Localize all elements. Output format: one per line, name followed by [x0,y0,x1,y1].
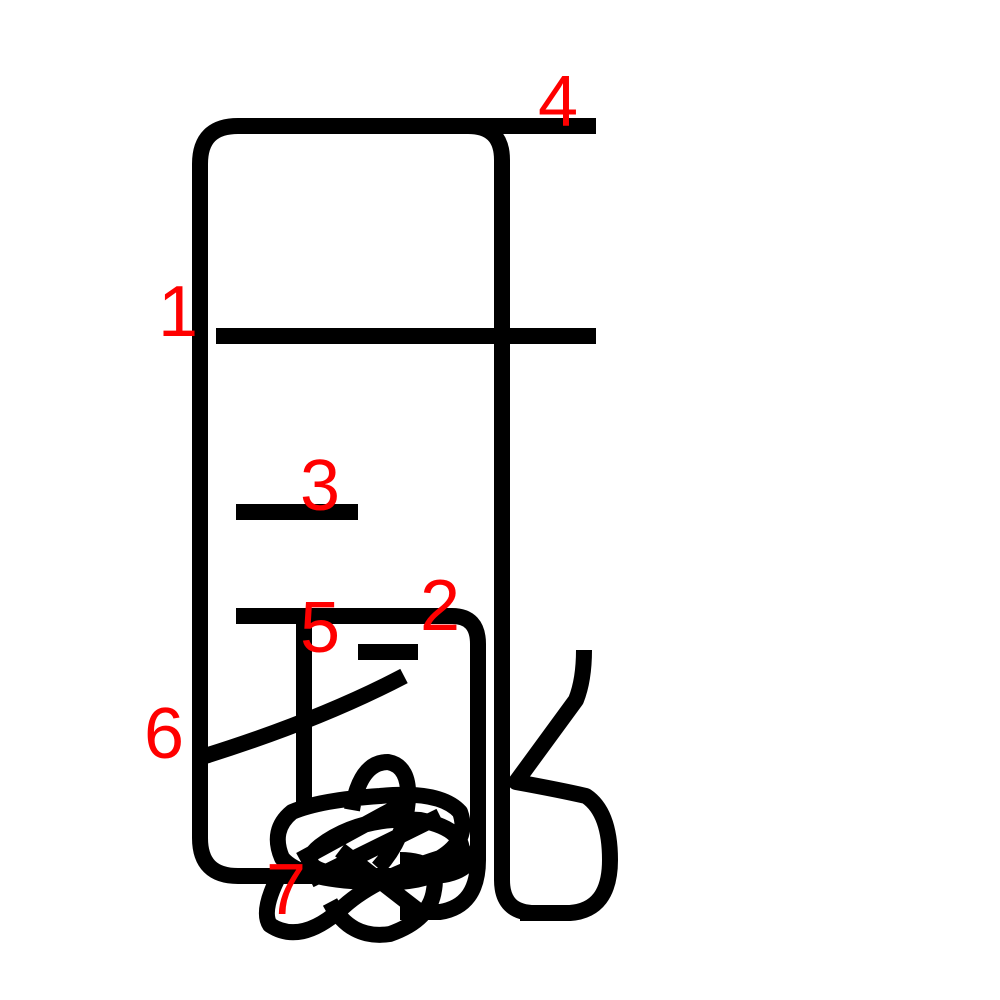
stroke-6-number: 6 [144,694,184,774]
stroke-7-number: 7 [266,850,306,930]
stroke-7-path [259,754,471,943]
stroke-1-number: 1 [158,272,198,352]
stroke-5-number: 5 [300,588,340,668]
stroke-6-path [202,668,408,764]
stroke-4-number: 4 [538,62,578,142]
stroke-2-number: 2 [420,566,460,646]
stroke-2-path [236,608,486,920]
right-hook-path [508,649,618,921]
stroke-3-number: 3 [300,446,340,526]
